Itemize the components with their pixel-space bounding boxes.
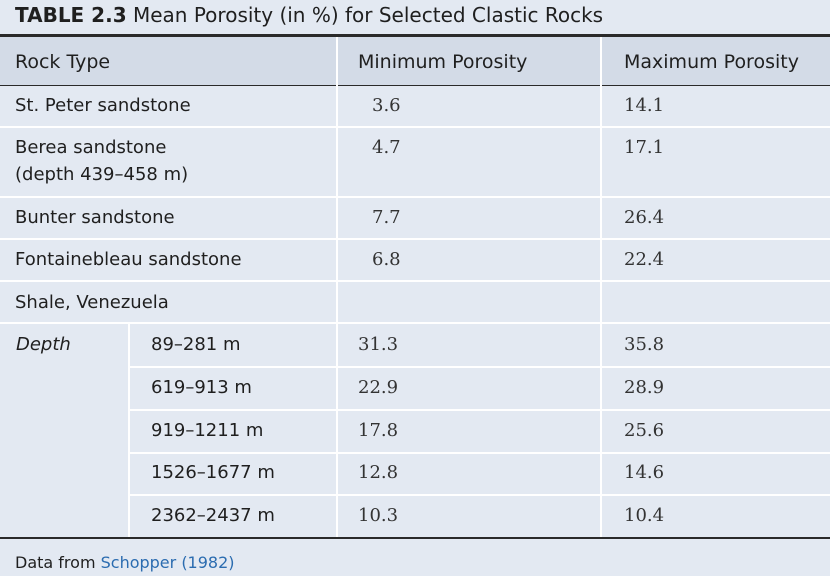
min-porosity-value: 22.9 — [358, 377, 399, 398]
table-caption-bar: TABLE 2.3 Mean Porosity (in %) for Selec… — [0, 0, 830, 30]
top-rule — [0, 34, 830, 37]
min-porosity-value: 3.6 — [372, 95, 401, 116]
min-porosity-value: 6.8 — [372, 249, 401, 270]
header-rule — [0, 85, 830, 86]
rock-name-detail: (depth 439–458 m) — [15, 164, 189, 185]
row-divider — [0, 280, 830, 282]
header-rock-type: Rock Type — [15, 51, 111, 73]
depth-range: 1526–1677 m — [151, 462, 275, 483]
row-divider — [0, 126, 830, 128]
depth-range: 89–281 m — [151, 334, 241, 355]
min-porosity-value: 17.8 — [358, 420, 399, 441]
column-divider — [336, 37, 338, 537]
source-citation-link[interactable]: Schopper (1982) — [100, 553, 235, 572]
row-divider — [0, 238, 830, 240]
column-divider — [128, 323, 130, 537]
column-divider — [600, 37, 602, 537]
rock-name: St. Peter sandstone — [15, 95, 191, 116]
rock-name: Bunter sandstone — [15, 207, 175, 228]
max-porosity-value: 26.4 — [624, 207, 665, 228]
max-porosity-value: 14.1 — [624, 95, 665, 116]
min-porosity-value: 7.7 — [372, 207, 401, 228]
row-divider — [128, 452, 830, 454]
rock-name: Berea sandstone — [15, 137, 167, 158]
table-number: TABLE 2.3 — [15, 3, 127, 27]
min-porosity-value: 12.8 — [358, 462, 399, 483]
row-divider — [128, 409, 830, 411]
depth-range: 919–1211 m — [151, 420, 264, 441]
max-porosity-value: 22.4 — [624, 249, 665, 270]
max-porosity-value: 10.4 — [624, 505, 665, 526]
max-porosity-value: 35.8 — [624, 334, 665, 355]
min-porosity-value: 10.3 — [358, 505, 399, 526]
depth-range: 619–913 m — [151, 377, 252, 398]
max-porosity-value: 14.6 — [624, 462, 665, 483]
row-divider — [128, 366, 830, 368]
depth-label: Depth — [16, 334, 71, 355]
header-maximum-porosity: Maximum Porosity — [624, 51, 799, 73]
min-porosity-value: 4.7 — [372, 137, 401, 158]
table-title: TABLE 2.3 Mean Porosity (in %) for Selec… — [15, 3, 603, 27]
table-title-text: Mean Porosity (in %) for Selected Clasti… — [132, 3, 604, 27]
min-porosity-value: 31.3 — [358, 334, 399, 355]
header-minimum-porosity: Minimum Porosity — [358, 51, 528, 73]
table-header — [0, 37, 830, 85]
max-porosity-value: 28.9 — [624, 377, 665, 398]
row-divider — [0, 196, 830, 198]
max-porosity-value: 25.6 — [624, 420, 665, 441]
max-porosity-value: 17.1 — [624, 137, 665, 158]
rock-name: Fontainebleau sandstone — [15, 249, 242, 270]
bottom-rule — [0, 537, 830, 539]
depth-range: 2362–2437 m — [151, 505, 275, 526]
row-divider — [0, 322, 830, 324]
source-prefix: Data from — [15, 553, 101, 572]
rock-name: Shale, Venezuela — [15, 292, 169, 313]
source-note: Data from Schopper (1982) — [15, 553, 235, 572]
row-divider — [128, 494, 830, 496]
